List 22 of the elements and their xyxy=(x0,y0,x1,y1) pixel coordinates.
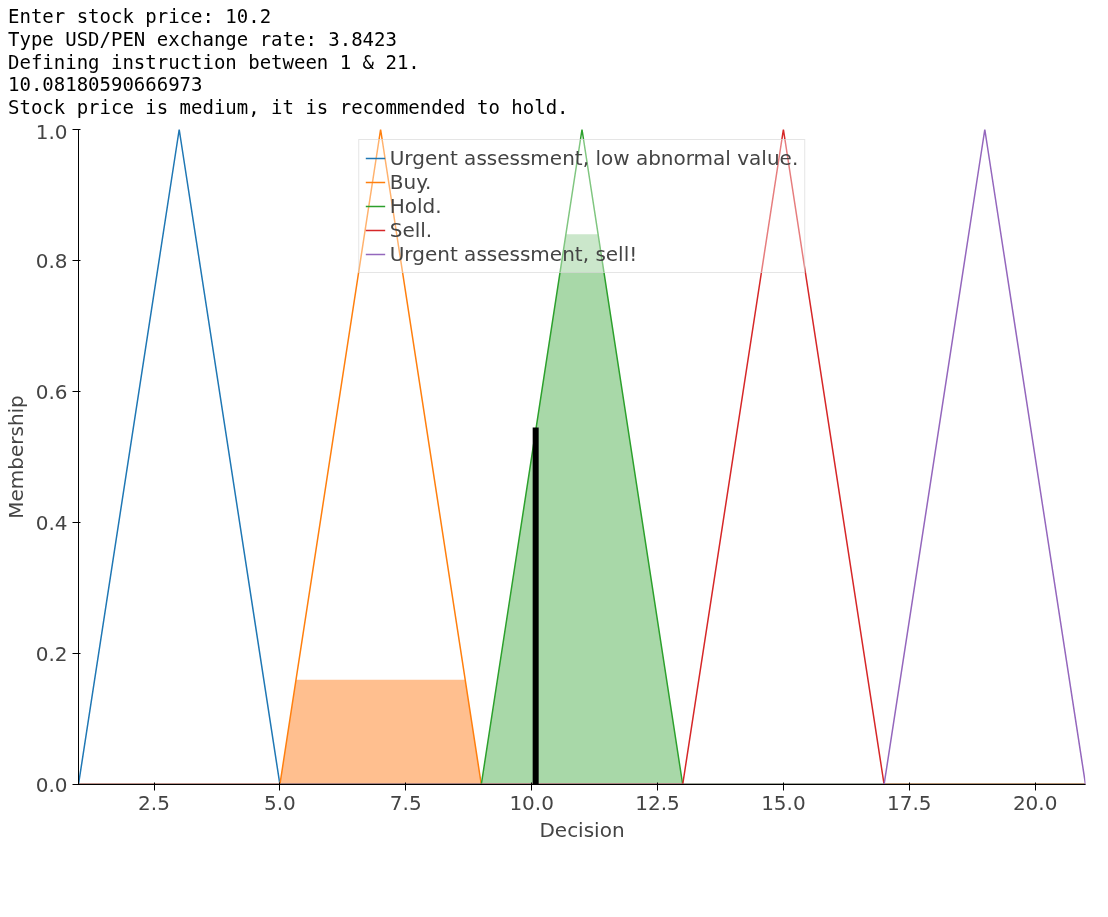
text: Stock price is medium, it is recommended to hold. xyxy=(8,96,569,119)
text: 10.08180590666973 xyxy=(8,73,203,96)
x-tick-label: 20.0 xyxy=(1012,790,1058,815)
y-tick-label: 0.6 xyxy=(35,379,68,404)
y-tick-label: 1.0 xyxy=(35,119,68,144)
x-tick-label: 12.5 xyxy=(635,790,680,815)
x-tick-label: 7.5 xyxy=(389,790,422,815)
x-tick-label: 2.5 xyxy=(138,790,170,815)
y-tick-label: 0.4 xyxy=(35,510,68,535)
text: Type USD/PEN exchange rate: 3.8423 xyxy=(8,27,397,50)
legend-label: Buy. xyxy=(389,169,432,194)
text: Defining instruction between 1 & 21. xyxy=(8,50,420,73)
y-tick-label: 0.8 xyxy=(35,248,68,273)
y-axis-title: Membership xyxy=(3,395,28,519)
x-tick-label: 10.0 xyxy=(509,790,554,815)
x-tick-label: 5.0 xyxy=(264,790,296,815)
text: Enter stock price: 10.2 xyxy=(8,5,272,27)
y-tick-label: 0.0 xyxy=(35,772,68,797)
x-tick-label: 17.5 xyxy=(887,790,932,815)
x-tick-label: 15.0 xyxy=(761,790,806,815)
y-tick-label: 0.2 xyxy=(35,641,68,666)
x-axis-title: Decision xyxy=(539,817,625,842)
